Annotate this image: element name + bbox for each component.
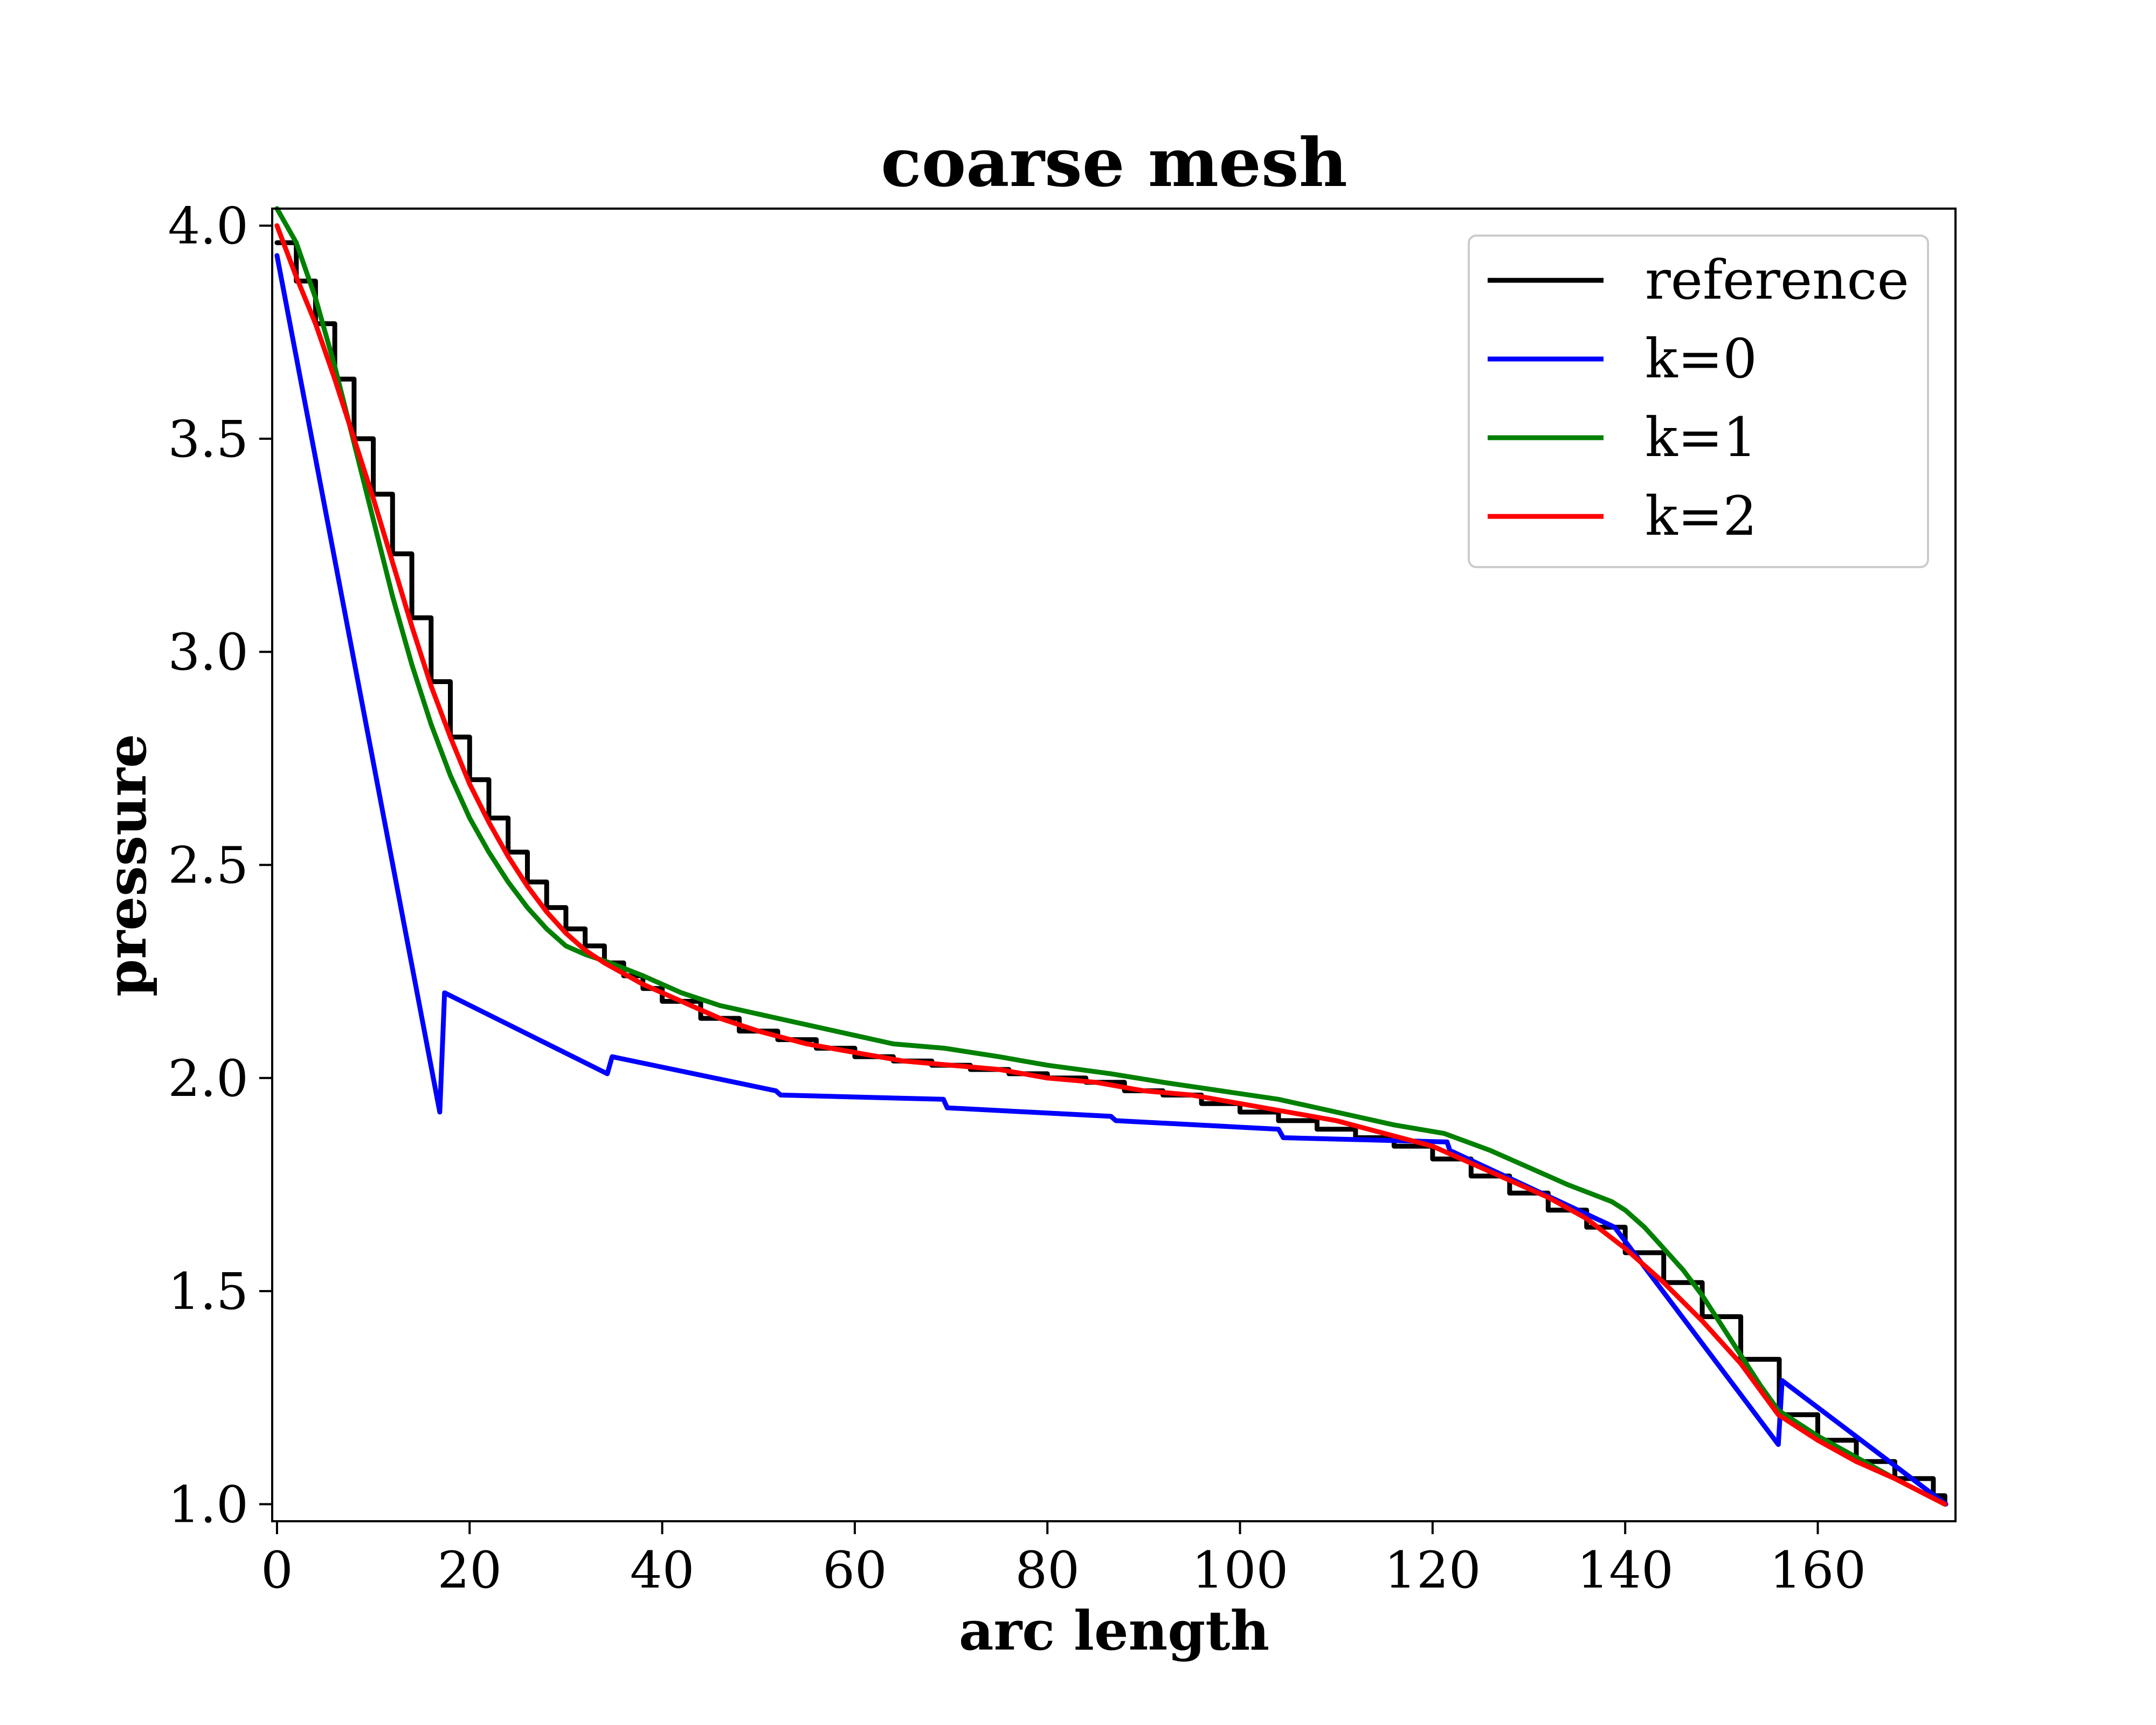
legend-label-k-2: k=2: [1645, 485, 1757, 548]
y-tick-label: 3.0: [168, 623, 249, 682]
y-tick-label: 1.0: [168, 1475, 249, 1534]
x-tick-label: 100: [1192, 1541, 1288, 1600]
legend: reference k=0 k=1 k=2: [1468, 234, 1929, 568]
x-tick-label: 0: [261, 1541, 293, 1600]
x-tick-label: 140: [1577, 1541, 1673, 1600]
plot-series: [274, 206, 1948, 1507]
axis-ticks: 0 20 40 60 80 100 120 140 160 1.0 1.5 2.0 2.5 3.0 3.5 4…: [168, 197, 1867, 1600]
series-line-k-0: [274, 253, 1948, 1507]
x-tick-label: 80: [1015, 1541, 1080, 1600]
x-tick-label: 120: [1384, 1541, 1481, 1600]
y-tick-label: 3.5: [168, 410, 249, 469]
series-line-k-1: [274, 206, 1947, 1507]
x-tick-label: 20: [437, 1541, 502, 1600]
y-tick-label: 2.0: [168, 1050, 249, 1108]
plot-area-frame: [271, 208, 1957, 1522]
x-tick-label: 160: [1770, 1541, 1866, 1600]
y-axis-label: pressure: [95, 734, 158, 997]
series-line-k-2: [274, 223, 1947, 1507]
chart-title: coarse mesh: [881, 124, 1348, 202]
x-tick-label: 40: [630, 1541, 695, 1600]
y-tick-label: 4.0: [168, 197, 249, 256]
y-tick-label: 2.5: [168, 837, 249, 895]
legend-label-k-1: k=1: [1645, 406, 1757, 469]
y-tick-label: 1.5: [168, 1262, 249, 1321]
legend-label-k-0: k=0: [1645, 327, 1757, 390]
legend-label-reference: reference: [1645, 249, 1909, 312]
x-tick-label: 60: [823, 1541, 887, 1600]
legend-box: [1468, 234, 1929, 568]
x-axis-label: arc length: [959, 1599, 1269, 1662]
